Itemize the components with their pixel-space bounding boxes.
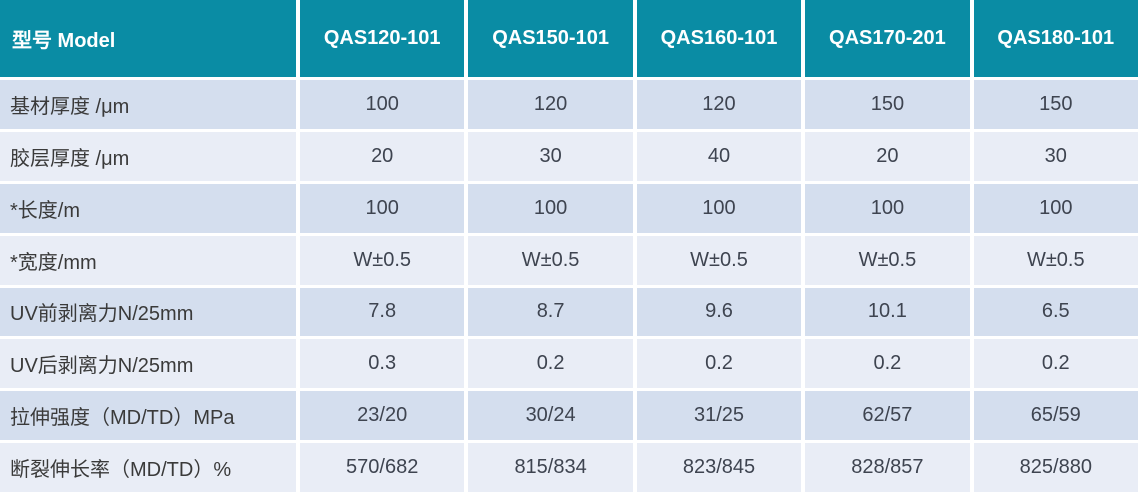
cell-value: 120	[468, 80, 633, 129]
cell-value: 9.6	[636, 287, 802, 337]
cell-value: 0.2	[973, 339, 1138, 389]
cell-value: 100	[468, 183, 633, 233]
cell-value: 62/57	[805, 391, 970, 441]
row-label-elongation-at-break: 断裂伸长率（MD/TD）%	[0, 443, 296, 492]
header-model-label: 型号 Model	[0, 0, 296, 77]
cell-value: 0.2	[636, 339, 802, 389]
cell-value: W±0.5	[973, 235, 1138, 285]
row-label-adhesive-thickness: 胶层厚度 /μm	[0, 131, 296, 181]
row-label-peel-before-uv: UV前剥离力N/25mm	[0, 287, 296, 337]
cell-value: 0.2	[805, 339, 970, 389]
cell-value: 30	[973, 131, 1138, 181]
cell-value: 100	[300, 80, 465, 129]
cell-value: 40	[636, 131, 802, 181]
header-col-qas160: QAS160-101	[636, 0, 802, 77]
row-label-substrate-thickness: 基材厚度 /μm	[0, 80, 296, 129]
row-label-tensile-strength: 拉伸强度（MD/TD）MPa	[0, 391, 296, 441]
cell-value: 815/834	[468, 443, 633, 492]
cell-value: 100	[300, 183, 465, 233]
row-label-peel-after-uv: UV后剥离力N/25mm	[0, 339, 296, 389]
cell-value: 825/880	[973, 443, 1138, 492]
cell-value: 100	[805, 183, 970, 233]
row-label-length: *长度/m	[0, 183, 296, 233]
cell-value: 20	[300, 131, 465, 181]
header-col-qas150: QAS150-101	[468, 0, 633, 77]
cell-value: 0.3	[300, 339, 465, 389]
cell-value: 6.5	[973, 287, 1138, 337]
cell-value: W±0.5	[468, 235, 633, 285]
header-col-qas120: QAS120-101	[300, 0, 465, 77]
cell-value: 10.1	[805, 287, 970, 337]
cell-value: 30	[468, 131, 633, 181]
cell-value: 150	[805, 80, 970, 129]
cell-value: 31/25	[636, 391, 802, 441]
cell-value: 8.7	[468, 287, 633, 337]
header-col-qas170: QAS170-201	[805, 0, 970, 77]
cell-value: 7.8	[300, 287, 465, 337]
cell-value: 20	[805, 131, 970, 181]
cell-value: 120	[636, 80, 802, 129]
cell-value: 570/682	[300, 443, 465, 492]
row-label-width: *宽度/mm	[0, 235, 296, 285]
cell-value: 30/24	[468, 391, 633, 441]
cell-value: 828/857	[805, 443, 970, 492]
cell-value: W±0.5	[805, 235, 970, 285]
cell-value: W±0.5	[636, 235, 802, 285]
cell-value: W±0.5	[300, 235, 465, 285]
cell-value: 23/20	[300, 391, 465, 441]
cell-value: 65/59	[973, 391, 1138, 441]
cell-value: 823/845	[636, 443, 802, 492]
cell-value: 0.2	[468, 339, 633, 389]
cell-value: 100	[636, 183, 802, 233]
cell-value: 100	[973, 183, 1138, 233]
cell-value: 150	[973, 80, 1138, 129]
header-col-qas180: QAS180-101	[973, 0, 1138, 77]
